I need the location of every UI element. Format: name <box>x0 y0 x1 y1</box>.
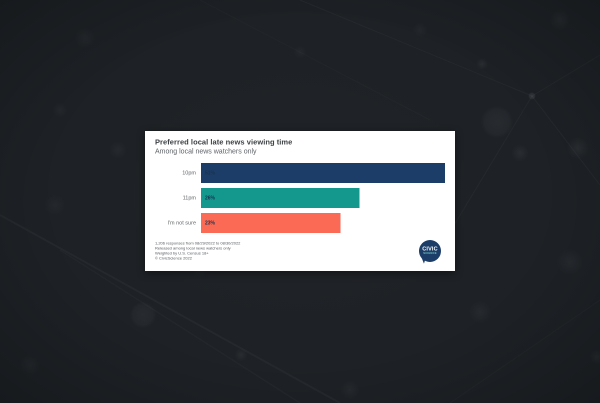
civicscience-logo: CIVIC SCIENCE <box>419 240 441 262</box>
bar-row: 11pm 26% <box>155 188 445 208</box>
bar-row: 10pm 51% <box>155 163 445 183</box>
bar-value-label: 51% <box>205 170 216 176</box>
bar-value-label: 23% <box>205 220 216 226</box>
chart-subtitle: Among local news watchers only <box>155 147 257 155</box>
bar-track: 51% <box>201 163 445 183</box>
category-label: 10pm <box>182 170 196 176</box>
footnote-line: © CivicScience 2022 <box>155 256 192 261</box>
chart-footnote: 1,206 responses from 08/29/2022 to 08/30… <box>155 241 445 261</box>
footnote-line: Released among local news watchers only <box>155 246 231 251</box>
bar-track: 23% <box>201 213 445 233</box>
bar-chart: 10pm 51% 11pm 26% I'm not sure 23% <box>155 163 445 233</box>
category-label: I'm not sure <box>167 220 196 226</box>
chart-title: Preferred local late news viewing time <box>155 138 293 147</box>
bar: 51% <box>201 163 445 183</box>
category-label: 11pm <box>182 195 196 201</box>
speech-bubble-icon: CIVIC SCIENCE <box>419 240 441 262</box>
bar-value-label: 26% <box>205 195 216 201</box>
bar: 23% <box>201 213 341 233</box>
chart-card: Preferred local late news viewing time A… <box>145 131 455 271</box>
bar-row: I'm not sure 23% <box>155 213 445 233</box>
bar: 26% <box>201 188 360 208</box>
logo-text-civic: CIVIC <box>422 246 438 252</box>
bar-track: 26% <box>201 188 445 208</box>
logo-text-science: SCIENCE <box>423 252 437 255</box>
footnote-line: 1,206 responses from 08/29/2022 to 08/30… <box>155 241 241 246</box>
footnote-line: Weighted by U.S. Census 18+ <box>155 251 209 256</box>
